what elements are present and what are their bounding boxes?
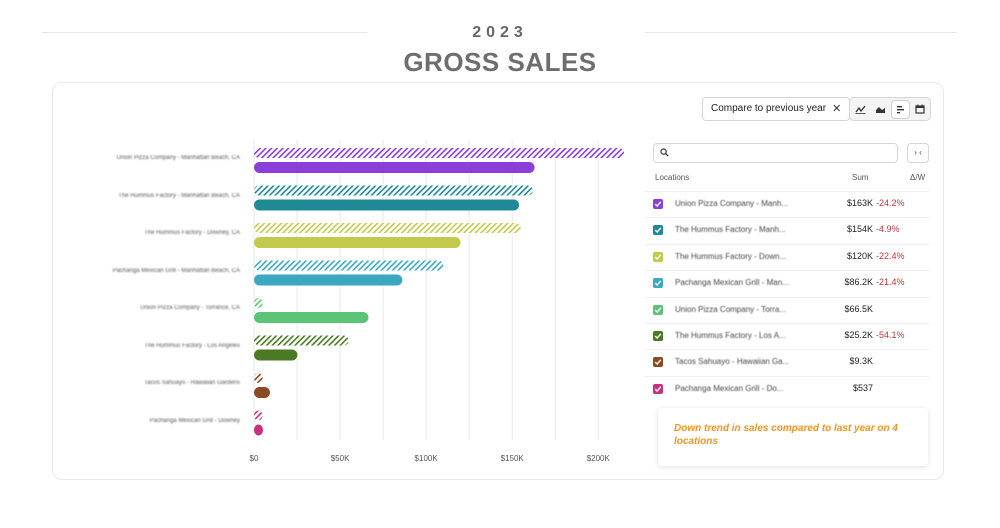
bar-current-year[interactable] [254,387,271,398]
location-name: Pachanga Mexican Grill - Do... [675,383,784,393]
x-tick-label: $50K [330,454,350,463]
y-axis-label: Union Pizza Company - Manhattan Beach, C… [116,155,240,161]
location-row[interactable]: The Hummus Factory - Down... $120K -22.4% [645,243,929,271]
y-axis-label: Tacos Sahuayo - Hawaiian Gardens [144,380,240,386]
location-checkbox[interactable] [653,278,663,289]
title-rule-left [42,32,367,33]
column-header-locations[interactable]: Locations [655,173,690,182]
check-icon [654,201,662,208]
y-axis-label: The Hummus Factory - Manhattan Beach, CA [118,192,240,199]
bar-previous-year[interactable] [254,373,263,383]
location-checkbox[interactable] [653,357,663,368]
location-checkbox[interactable] [653,225,663,236]
column-header-sum[interactable]: Sum [852,173,869,182]
location-row[interactable]: Tacos Sahuayo - Hawaiian Ga... $9.3K [645,349,929,376]
check-icon [654,359,662,366]
search-icon [660,148,669,157]
x-tick-label: $200K [586,454,610,463]
page-title: GROSS SALES [403,47,597,77]
location-checkbox[interactable] [653,383,663,394]
check-icon [654,333,662,340]
check-icon [654,280,662,287]
bar-previous-year[interactable] [254,410,263,421]
location-row[interactable]: The Hummus Factory - Manh... $154K -4.9% [645,217,929,244]
bar-previous-year[interactable] [254,260,444,271]
search-input[interactable] [653,143,898,163]
location-sum: $25.2K [844,330,873,340]
insight-text: Down trend in sales compared to last yea… [674,423,898,447]
title-rule-right [645,32,957,33]
bar-previous-year[interactable] [254,223,521,233]
collapse-panel-button[interactable]: › ‹ [907,143,929,163]
location-name: Tacos Sahuayo - Hawaiian Ga... [675,357,790,367]
check-icon [654,306,662,313]
bar-current-year[interactable] [254,274,403,286]
location-row[interactable]: Pachanga Mexican Grill - Do... $537 [645,375,929,403]
location-row[interactable]: Pachanga Mexican Grill - Man... $86.2K -21… [645,270,929,297]
bar-current-year[interactable] [254,424,263,436]
location-row[interactable]: The Hummus Factory - Los A... $25.2K -54.1… [645,323,929,350]
location-sum: $537 [852,382,873,393]
location-name: The Hummus Factory - Los A... [675,331,786,340]
bar-previous-year[interactable] [254,148,625,158]
y-axis-label: Union Pizza Company - Torrance, CA [140,305,240,311]
location-row[interactable]: Union Pizza Company - Manh... $163K -24.2% [645,191,929,218]
location-name: The Hummus Factory - Manh... [675,225,786,235]
x-tick-label: $100K [414,454,438,463]
insight-callout: Down trend in sales compared to last yea… [658,408,928,466]
location-sum: $9.3K [849,356,873,367]
area-chart-icon[interactable] [872,101,889,118]
location-delta: -54.1% [876,330,905,340]
location-sum: $154K [846,224,873,235]
location-sum: $66.5K [844,303,873,314]
location-name: Pachanga Mexican Grill - Man... [675,278,789,288]
location-delta: -4.9% [876,224,900,235]
location-delta: -24.2% [876,198,905,208]
x-tick-label: $150K [500,454,524,463]
location-name: The Hummus Factory - Down... [675,251,787,261]
close-icon[interactable]: ✕ [832,103,842,115]
location-delta: -22.4% [876,250,905,261]
bar-current-year[interactable] [254,349,298,361]
location-row[interactable]: Union Pizza Company - Torra... $66.5K [645,296,929,324]
bar-current-year[interactable] [254,199,520,211]
column-header-delta[interactable]: Δ/W [910,173,926,182]
y-axis-label: The Hummus Factory - Downey, CA [144,230,240,236]
y-axis-label: The Hummus Factory - Los Angeles [144,342,240,349]
location-sum: $86.2K [844,277,873,288]
location-sum: $163K [846,198,873,208]
location-name: Union Pizza Company - Torra... [675,304,787,314]
check-icon [654,386,662,392]
bar-current-year[interactable] [254,312,369,323]
location-checkbox[interactable] [653,199,663,209]
report-year: 2023 [472,24,528,41]
view-toggle-group [849,97,931,121]
bar-previous-year[interactable] [254,185,533,196]
y-axis-label: Pachanga Mexican Grill - Manhattan Beach… [112,267,240,274]
bar-previous-year[interactable] [254,298,263,308]
compare-dropdown[interactable]: Compare to previous year ✕ [702,97,851,121]
check-icon [654,254,662,260]
line-chart-icon[interactable] [852,101,869,118]
x-tick-label: $0 [249,454,259,463]
location-checkbox[interactable] [653,331,663,341]
location-checkbox[interactable] [653,304,663,315]
calendar-icon[interactable] [912,101,929,118]
y-axis-label: Pachanga Mexican Grill - Downey [149,417,240,424]
bar-current-year[interactable] [254,237,461,248]
location-checkbox[interactable] [653,251,663,262]
location-delta: -21.4% [876,277,905,288]
location-name: Union Pizza Company - Manh... [675,199,788,208]
location-sum: $120K [846,250,873,261]
check-icon [654,227,662,234]
compare-label: Compare to previous year [711,103,827,114]
bar-chart-icon[interactable] [891,100,909,118]
bar-current-year[interactable] [254,162,535,173]
bar-previous-year[interactable] [254,335,349,346]
